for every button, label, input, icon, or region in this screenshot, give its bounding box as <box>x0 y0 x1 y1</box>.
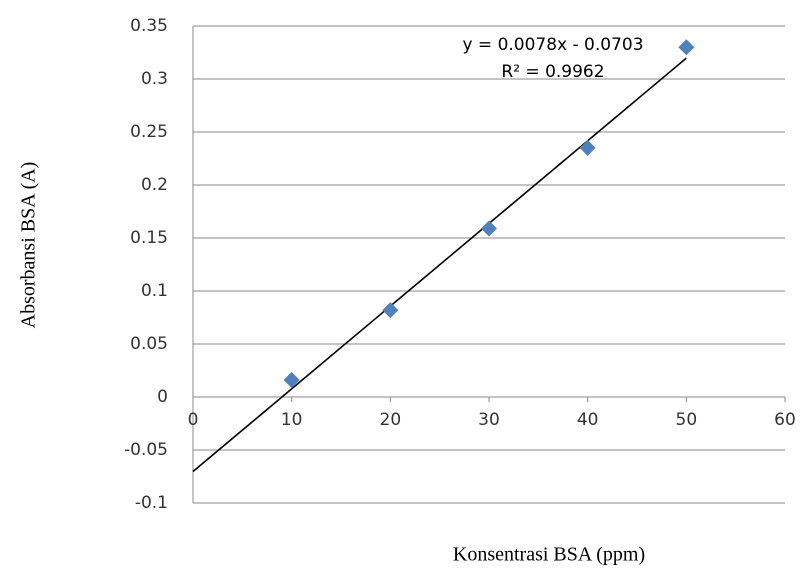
trendline-r-squared: R² = 0.9962 <box>501 62 604 82</box>
marker <box>579 139 596 156</box>
y-tick-label: 0.1 <box>141 281 168 301</box>
y-tick-label: -0.1 <box>135 493 168 513</box>
marker <box>283 372 300 389</box>
y-tick-label: -0.05 <box>124 440 168 460</box>
x-tick-label: 60 <box>774 410 796 430</box>
y-tick-label: 0.2 <box>141 175 168 195</box>
x-tick-label: 0 <box>188 410 199 430</box>
marker <box>382 302 399 319</box>
x-tick-label: 50 <box>676 410 698 430</box>
y-tick-label: 0.25 <box>130 122 168 142</box>
marker <box>678 39 695 56</box>
x-axis-title: Konsentrasi BSA (ppm) <box>453 544 645 566</box>
trendline-equation: y = 0.0078x - 0.0703 <box>462 35 643 55</box>
y-axis-title: Absorbansi BSA (A) <box>18 162 40 329</box>
y-tick-label: 0.15 <box>130 228 168 248</box>
y-tick-label: 0.05 <box>130 334 168 354</box>
y-tick-label: 0.35 <box>130 16 168 36</box>
y-tick-label: 0.3 <box>141 69 168 89</box>
x-tick-label: 20 <box>380 410 402 430</box>
trendline <box>192 57 687 473</box>
x-tick-label: 10 <box>281 410 303 430</box>
x-tick-label: 30 <box>478 410 500 430</box>
x-tick-label: 40 <box>577 410 599 430</box>
y-tick-label: 0 <box>157 387 168 407</box>
marker <box>481 220 497 237</box>
